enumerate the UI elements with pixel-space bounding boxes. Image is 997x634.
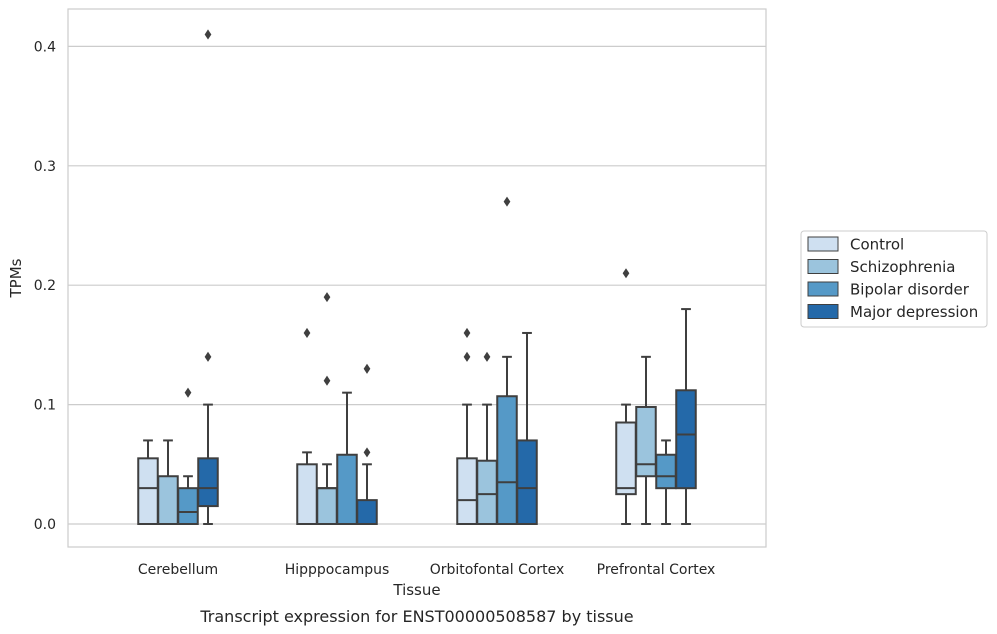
outlier-point [323, 292, 331, 303]
box-control [615, 268, 637, 525]
y-tick-label: 0.3 [34, 159, 56, 175]
legend-label: Bipolar disorder [850, 281, 970, 299]
x-tick-label: Hipppocampus [285, 562, 390, 578]
box-body [635, 405, 657, 478]
y-tick-label: 0.1 [34, 398, 56, 414]
box-schizophrenia [635, 355, 657, 525]
box-body [476, 459, 498, 525]
box-body [356, 499, 378, 525]
box-body [615, 421, 637, 496]
box-bipolar-disorder [336, 391, 358, 525]
legend: Control Schizophrenia Bipolar disorder Majo… [800, 230, 988, 328]
x-tick-label: Prefrontal Cortex [597, 562, 716, 578]
legend-frame [800, 230, 988, 328]
box-body [177, 487, 199, 525]
y-tick-label: 0.2 [34, 278, 56, 294]
figure-caption: Transcript expression for ENST0000050858… [199, 607, 633, 626]
y-tick-label: 0.0 [34, 517, 56, 533]
box-bipolar-disorder [496, 196, 518, 526]
legend-label: Control [850, 236, 904, 254]
legend-label: Major depression [850, 303, 978, 321]
box-body [336, 453, 358, 525]
box-schizophrenia [316, 292, 338, 525]
outlier-point [463, 327, 471, 338]
box-control [456, 327, 478, 525]
outlier-point [204, 351, 212, 362]
legend-label: Schizophrenia [850, 258, 955, 276]
outlier-point [363, 363, 371, 374]
box-major-depression [675, 308, 697, 525]
plot-frame [67, 8, 767, 548]
outlier-point [463, 351, 471, 362]
box-body [496, 395, 518, 526]
box-control [296, 327, 318, 525]
x-axis-label: Tissue [392, 581, 440, 599]
outlier-point [503, 196, 511, 207]
box-schizophrenia [157, 439, 179, 525]
legend-swatch [807, 259, 839, 274]
legend-swatch [807, 236, 839, 252]
box-major-depression [516, 331, 538, 526]
box-layer [137, 29, 697, 526]
legend-swatch [807, 281, 839, 297]
box-bipolar-disorder [177, 387, 199, 525]
box-body [296, 463, 318, 525]
outlier-point [204, 29, 212, 40]
outlier-point [303, 327, 311, 338]
outlier-point [363, 447, 371, 458]
box-major-depression [356, 363, 378, 525]
box-control [137, 439, 159, 525]
box-body [516, 439, 538, 526]
y-tick-labels: 0.0 0.1 0.2 0.3 0.4 [34, 39, 56, 533]
box-body [157, 475, 179, 525]
x-tick-label: Cerebellum [138, 562, 218, 578]
y-axis-label: TPMs [7, 258, 25, 298]
y-tick-label: 0.4 [34, 39, 56, 55]
legend-swatch [807, 304, 839, 319]
outlier-point [483, 351, 491, 362]
outlier-point [622, 268, 630, 279]
gridlines [68, 45, 766, 525]
box-body [316, 487, 338, 525]
box-body [197, 457, 219, 508]
box-body [675, 389, 697, 490]
box-body [655, 453, 677, 490]
outlier-point [323, 375, 331, 386]
box-body [456, 457, 478, 525]
box-bipolar-disorder [655, 439, 677, 525]
box-body [137, 457, 159, 525]
box-schizophrenia [476, 351, 498, 525]
box-major-depression [197, 29, 219, 525]
outlier-point [184, 387, 192, 398]
x-tick-label: Orbitofontal Cortex [430, 562, 565, 578]
x-tick-labels: Cerebellum Hipppocampus Orbitofontal Corte… [138, 562, 715, 578]
